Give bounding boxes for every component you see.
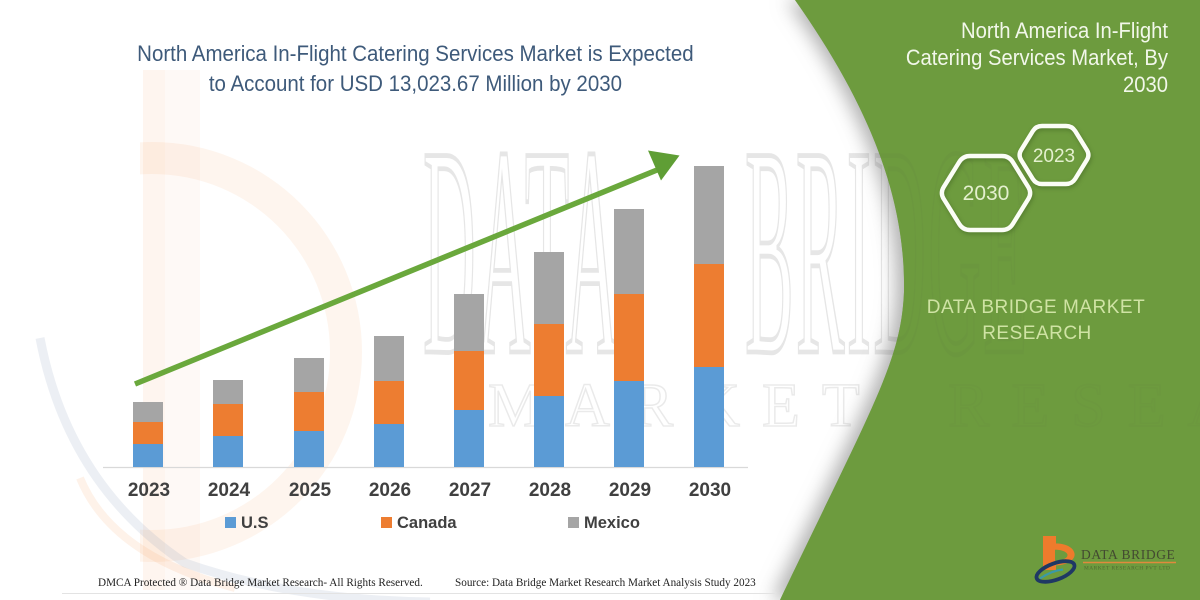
svg-text:Canada: Canada	[397, 514, 457, 532]
svg-text:DMCA Protected ® Data Bridge M: DMCA Protected ® Data Bridge Market Rese…	[98, 577, 423, 589]
svg-text:2030: 2030	[689, 480, 731, 501]
svg-text:2027: 2027	[449, 480, 491, 501]
svg-text:MARKET RESEARCH PVT LTD: MARKET RESEARCH PVT LTD	[1084, 566, 1170, 572]
svg-text:DATA BRIDGE MARKET: DATA BRIDGE MARKET	[927, 297, 1145, 318]
svg-text:U.S: U.S	[241, 514, 269, 532]
svg-text:2030: 2030	[963, 182, 1010, 205]
svg-text:2029: 2029	[609, 480, 651, 501]
svg-text:Mexico: Mexico	[584, 514, 640, 532]
svg-text:2023: 2023	[1033, 146, 1075, 167]
svg-text:RESEARCH: RESEARCH	[982, 323, 1092, 344]
svg-text:2023: 2023	[128, 480, 170, 501]
svg-text:Source: Data Bridge Market Res: Source: Data Bridge Market Research Mark…	[455, 577, 756, 589]
svg-text:DATA BRIDGE: DATA BRIDGE	[1081, 547, 1175, 562]
svg-text:2026: 2026	[369, 480, 411, 501]
svg-text:2024: 2024	[208, 480, 251, 501]
svg-text:2028: 2028	[529, 480, 571, 501]
svg-text:2025: 2025	[289, 480, 332, 501]
